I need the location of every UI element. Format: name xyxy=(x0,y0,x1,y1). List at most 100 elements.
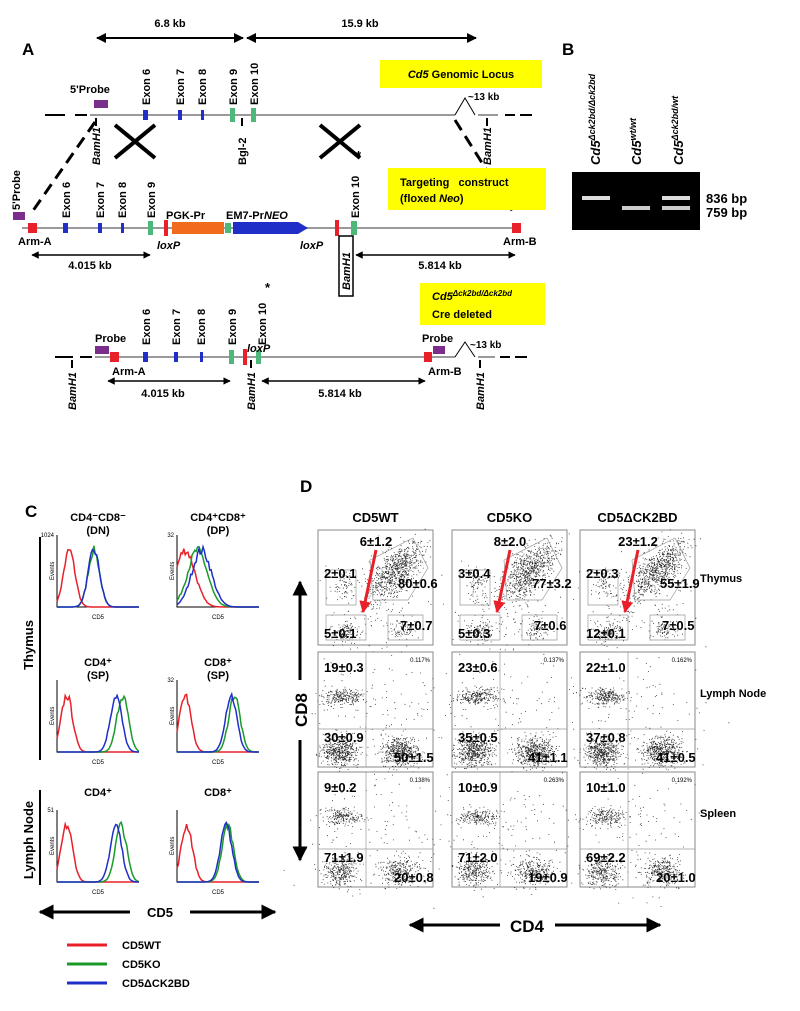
quadrant-label: 7±0.7 xyxy=(400,618,432,633)
exon xyxy=(201,110,204,120)
quadrant-label: 20±1.0 xyxy=(656,870,696,885)
exon xyxy=(148,221,153,235)
column-label: CD5WT xyxy=(352,510,398,525)
distance-label: 6.8 kb xyxy=(154,18,185,30)
bamh1-box xyxy=(338,235,354,297)
plot-frame xyxy=(317,771,434,888)
row-label: Thymus xyxy=(700,573,742,585)
exon xyxy=(63,223,68,233)
exon-label: Exon 6 xyxy=(141,69,153,105)
loxp xyxy=(164,220,168,236)
arm xyxy=(110,352,119,362)
arm xyxy=(512,223,521,233)
band xyxy=(622,206,650,210)
element-label: EM7-Pr xyxy=(226,210,265,222)
exon xyxy=(200,352,203,362)
quadrant-label: 8±2.0 xyxy=(494,534,526,549)
exon xyxy=(230,108,235,122)
quadrant-label: 3±0.4 xyxy=(458,566,491,581)
column-label: CD5ΔCK2BD xyxy=(597,510,677,525)
distance-label: 4.015 kb xyxy=(68,260,112,272)
quadrant-label: 23±1.2 xyxy=(618,534,658,549)
quadrant-label: 37±0.8 xyxy=(586,730,626,745)
histogram-subtitle: (SP) xyxy=(87,670,109,682)
exon xyxy=(229,350,234,364)
quadrant-label: 41±1.1 xyxy=(528,750,568,765)
panel-letter: C xyxy=(25,502,37,521)
exon xyxy=(178,110,182,120)
histogram: CD4⁻CD8⁻(DN) 1024 Events CD5 xyxy=(41,512,139,621)
dot-plot: 6±1.2 2±0.1 80±0.6 5±0.1 7±0.7 xyxy=(317,528,443,660)
exon-label: Exon 8 xyxy=(117,182,129,218)
probe xyxy=(433,346,445,354)
exon xyxy=(143,352,148,362)
histogram-title: CD4⁻CD8⁻ xyxy=(70,512,126,524)
exon xyxy=(143,110,148,120)
quadrant-lines xyxy=(452,652,567,767)
gene: Cd5 xyxy=(588,140,603,165)
exon-label: Exon 9 xyxy=(146,182,158,218)
site-label: BamH1 xyxy=(482,127,494,165)
histogram-curve xyxy=(57,548,139,608)
histogram-curve xyxy=(176,693,259,753)
exon xyxy=(98,223,102,233)
lane-label: Cd5Δck2bd/wt xyxy=(670,95,686,165)
probe xyxy=(94,100,108,108)
axes xyxy=(176,680,259,753)
histogram: CD8⁺(SP) 32 Events CD5 xyxy=(167,657,259,766)
site-label: Bgl-2 xyxy=(237,138,249,166)
exon xyxy=(121,223,124,233)
y-max-label: 51 xyxy=(47,808,54,814)
quadrant-lines xyxy=(580,772,695,887)
quadrant-label: 69±2.2 xyxy=(586,850,626,865)
panel-b: B Cd5Δck2bd/Δck2bd Cd5wt/wt Cd5Δck2bd/wt… xyxy=(562,40,747,230)
axis-label: CD5 xyxy=(147,905,173,920)
quadrant-label: 20±0.8 xyxy=(394,870,434,885)
gap-label: ~13 kb xyxy=(470,340,501,351)
corner-label: 0.137% xyxy=(544,658,565,664)
histogram-subtitle: (SP) xyxy=(207,670,229,682)
gene: Cd5 xyxy=(432,291,454,303)
quadrant-label: 71±1.9 xyxy=(324,850,364,865)
column-label: CD5KO xyxy=(487,510,533,525)
probe xyxy=(13,212,25,220)
distance-label: 15.9 kb xyxy=(341,18,379,30)
probe-label: Probe xyxy=(422,333,453,345)
quadrant-label: 22±1.0 xyxy=(586,660,626,675)
quadrant-label: 5±0.1 xyxy=(324,626,356,641)
loxp-label: loxP xyxy=(300,240,324,252)
quadrant-label: 19±0.9 xyxy=(528,870,568,885)
exon-label: Exon 10 xyxy=(350,176,362,218)
x-axis-label: CD5 xyxy=(92,615,105,621)
axes xyxy=(56,535,139,608)
axis-gap xyxy=(500,915,555,935)
arm-label: Arm-B xyxy=(503,236,537,248)
dots xyxy=(549,646,730,785)
quadrant-lines xyxy=(318,652,433,767)
genotype: Δck2bd/wt xyxy=(670,95,680,142)
histogram-subtitle: (DN) xyxy=(86,525,110,537)
quadrant-lines xyxy=(580,652,695,767)
em7 xyxy=(225,223,231,233)
quadrant-label: 80±0.6 xyxy=(398,576,438,591)
x-axis-label: CD5 xyxy=(212,760,225,766)
text: Neo xyxy=(439,193,460,205)
gate xyxy=(459,537,563,641)
box-label: (floxed Neo) xyxy=(400,193,464,205)
corner-label: 0.263% xyxy=(544,778,565,784)
panel-a: A 6.8 kb 15.9 kb Cd5 Genomic Locus ~13 k… xyxy=(11,18,546,410)
dots xyxy=(417,637,592,797)
axis-gap xyxy=(290,680,310,740)
band xyxy=(582,196,610,200)
legend-label: CD5WT xyxy=(122,940,161,952)
y-axis-label: Events xyxy=(50,837,56,855)
lane-label: Cd5Δck2bd/Δck2bd xyxy=(587,73,603,165)
genotype: Δck2bd/Δck2bd xyxy=(452,289,513,298)
quadrant-label: 7±0.5 xyxy=(662,618,694,633)
quadrant-label: 77±3.2 xyxy=(532,576,572,591)
y-max-label: 32 xyxy=(167,533,174,539)
dot-plot: 8±2.0 3±0.4 77±3.2 5±0.3 7±0.6 xyxy=(443,529,572,660)
probe-label: Probe xyxy=(95,333,126,345)
quadrant-label: 71±2.0 xyxy=(458,850,498,865)
histogram-subtitle: (DP) xyxy=(207,525,230,537)
